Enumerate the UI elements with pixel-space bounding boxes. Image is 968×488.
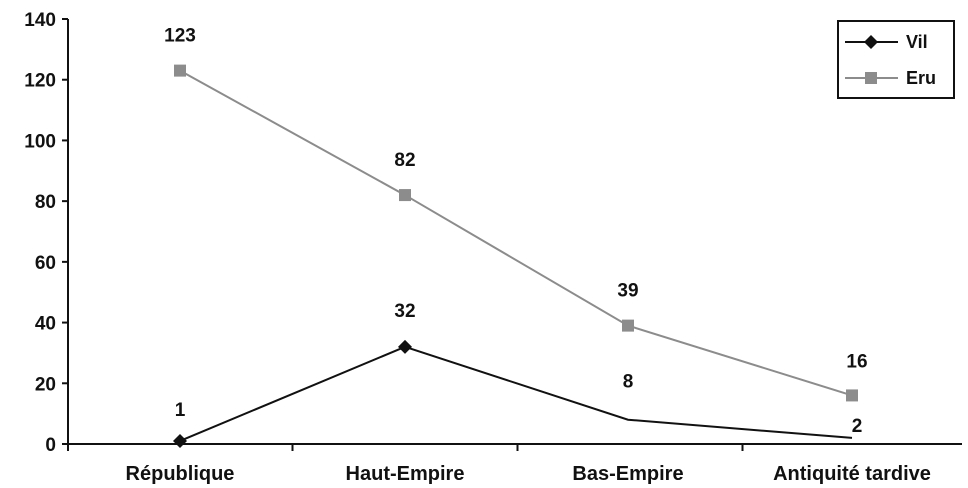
data-point-vil [173,433,187,448]
data-label-vil: 8 [623,372,634,393]
data-label-vil: 2 [852,416,863,437]
legend-item-vil: Vil [845,32,928,52]
series-line-vil [179,345,853,442]
y-tick-label: 0 [45,435,56,456]
series-layer [173,64,858,448]
data-label-eru: 39 [617,281,638,302]
legend-box [837,20,955,99]
data-label-vil: 1 [175,400,186,421]
legend-label: Vil [906,32,928,52]
series-eru [174,64,858,402]
data-label-eru: 82 [394,150,415,171]
y-tick-label: 80 [35,192,56,213]
legend-marker [865,72,877,84]
series-vil [173,339,853,448]
legend: Vil Eru [837,20,955,99]
data-label-vil: 32 [394,301,415,322]
data-point-eru [622,319,634,332]
legend-item-eru: Eru [845,68,936,88]
data-point-eru [174,64,186,77]
data-point-eru [846,389,858,402]
legend-marker [864,35,878,49]
y-tick-label: 120 [24,71,56,92]
data-label-eru: 16 [846,351,867,372]
y-tick-label: 140 [24,10,56,31]
data-point-eru [399,189,411,202]
x-tick-label: Antiquité tardive [773,463,931,485]
x-tick-label: République [126,463,235,485]
series-line-eru [179,69,853,397]
x-tick-label: Bas-Empire [572,463,683,485]
data-label-eru: 123 [164,26,196,47]
y-tick-label: 100 [24,131,56,152]
y-tick-label: 60 [35,253,56,274]
data-point-vil [398,339,412,354]
x-tick-label: Haut-Empire [346,463,465,485]
y-tick-label: 20 [35,374,56,395]
axes: 0 20 40 60 80 100 120 140 République Haut-Empire B… [24,10,962,485]
legend-label: Eru [906,68,936,88]
y-tick-label: 40 [35,314,56,335]
